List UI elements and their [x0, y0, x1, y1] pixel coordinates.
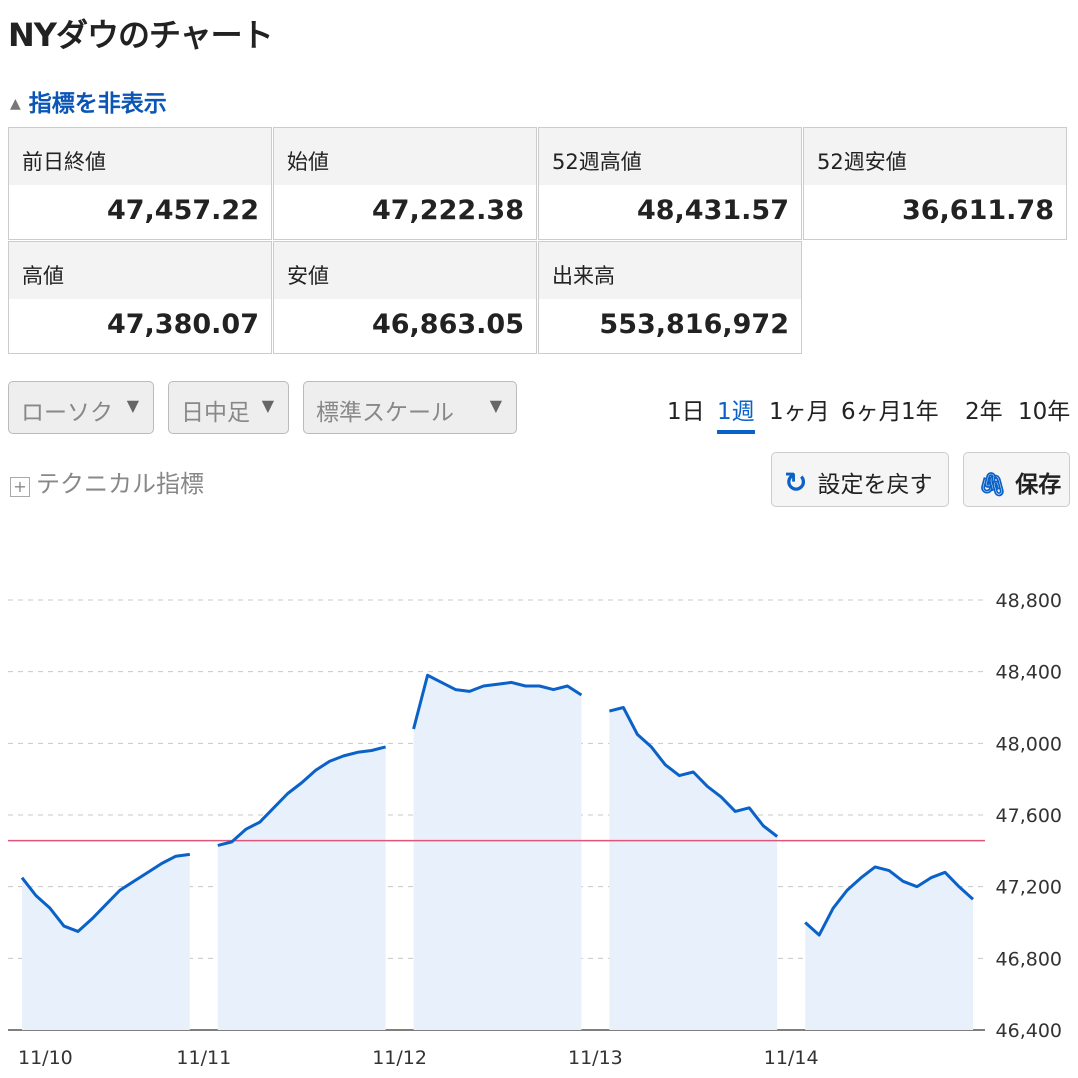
line	[20, 673, 975, 937]
plus-icon: +	[10, 477, 30, 497]
dropdown-arrow: ▼	[126, 396, 139, 415]
x-tick-label: 11/11	[176, 1047, 231, 1069]
quote-label: 安値	[274, 242, 536, 299]
x-tick-label: 11/14	[764, 1047, 819, 1069]
quote-value: 47,457.22	[106, 195, 259, 226]
period-tab[interactable]: 1週	[717, 392, 755, 434]
technical-text: テクニカル指標	[36, 470, 204, 498]
dropdown-arrow: ▼	[489, 396, 502, 415]
y-tick-label: 48,400	[996, 662, 1062, 684]
quote-value: 48,431.57	[636, 195, 789, 226]
reset-text: 設定を戻す	[817, 472, 933, 498]
quote-cell: 前日終値 47,457.22	[8, 127, 272, 240]
quote-value: 46,863.05	[371, 309, 524, 340]
quote-cell: 始値 47,222.38	[273, 127, 537, 240]
reset-button[interactable]: ↻ 設定を戻す	[771, 452, 949, 507]
y-tick-label: 48,000	[996, 733, 1062, 755]
dropdown[interactable]: 標準スケール ▼	[303, 381, 517, 434]
save-text: 保存	[1015, 472, 1062, 498]
chart: 46,400 46,800 47,200 47,600 48,000 48,400 48,8…	[8, 590, 1062, 1069]
dropdown[interactable]: 日中足 ▼	[168, 381, 289, 434]
period-tab[interactable]: 1年	[901, 399, 939, 425]
quote-cell: 安値 46,863.05	[273, 241, 537, 354]
period-tab[interactable]: 1ヶ月	[769, 399, 830, 425]
quote-value: 553,816,972	[599, 309, 789, 340]
toggle-indicators[interactable]: ▲ 指標を非表示	[10, 84, 167, 118]
page-title: NYダウのチャート	[8, 16, 274, 54]
technical-button[interactable]: + テクニカル指標	[10, 464, 204, 499]
x-tick-label: 11/13	[568, 1047, 623, 1069]
dropdown[interactable]: ローソク ▼	[8, 381, 154, 434]
reset-icon: ↻	[784, 466, 808, 499]
y-tick-label: 47,600	[996, 805, 1062, 827]
x-tick-label: 11/10	[18, 1047, 73, 1069]
triangle-icon: ▲	[10, 96, 21, 112]
y-tick-label: 48,800	[996, 590, 1062, 612]
quote-label: 前日終値	[9, 128, 271, 185]
quote-label: 52週高値	[539, 128, 801, 185]
quote-cell: 高値 47,380.07	[8, 241, 272, 354]
x-tick-label: 11/12	[372, 1047, 427, 1069]
quote-value: 47,222.38	[371, 195, 524, 226]
quote-cell: 52週高値 48,431.57	[538, 127, 802, 240]
quote-value: 47,380.07	[106, 309, 259, 340]
y-tick-label: 46,400	[996, 1020, 1062, 1042]
dropdown-text: 日中足	[181, 400, 250, 426]
quote-cell: 52週安値 36,611.78	[803, 127, 1067, 240]
quote-value: 36,611.78	[901, 195, 1054, 226]
quote-table: 前日終値 47,457.22 始値 47,222.38 52週高値 48,431.57 52…	[8, 127, 1070, 355]
period-tab[interactable]: 1日	[667, 399, 705, 425]
quote-cell: 出来高 553,816,972	[538, 241, 802, 354]
period-tab[interactable]: 2年	[965, 399, 1003, 425]
dropdown-arrow: ▼	[261, 396, 274, 415]
quote-label: 52週安値	[804, 128, 1066, 185]
period-tab[interactable]: 10年	[1018, 399, 1071, 425]
quote-label: 出来高	[539, 242, 801, 299]
toggle-text: 指標を非表示	[28, 91, 167, 117]
period-tab[interactable]: 6ヶ月	[841, 399, 902, 425]
y-tick-label: 46,800	[996, 948, 1062, 970]
save-button[interactable]: 🖇 保存	[963, 452, 1070, 507]
dropdown-text: 標準スケール	[316, 400, 454, 426]
area	[22, 675, 973, 1030]
quote-label: 高値	[9, 242, 271, 299]
quote-label: 始値	[274, 128, 536, 185]
save-icon: 🖇	[978, 472, 1008, 498]
y-tick-label: 47,200	[996, 877, 1062, 899]
dropdown-text: ローソク	[21, 400, 113, 426]
